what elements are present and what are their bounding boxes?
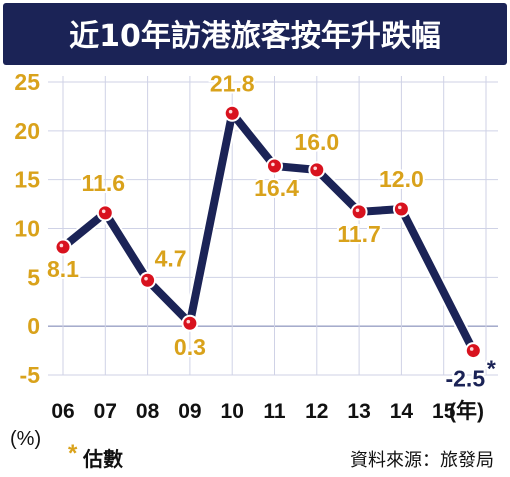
x-tick-label: 10 xyxy=(221,400,244,423)
data-point-highlight xyxy=(271,162,275,167)
data-label: 11.7 xyxy=(337,221,381,247)
y-tick-label: 0 xyxy=(27,313,40,339)
y-axis-ticks: 25 20 15 10 5 0 -5 xyxy=(14,69,40,388)
y-tick-label: 5 xyxy=(27,264,40,290)
x-tick-label: 11 xyxy=(263,400,286,423)
data-labels: 8.1 11.6 4.7 0.3 21.8 16.4 16.0 11.7 12.0 -2.5 * xyxy=(45,68,498,393)
data-point-highlight xyxy=(228,109,233,114)
data-point-highlight xyxy=(469,347,474,351)
data-point xyxy=(225,106,239,120)
data-point xyxy=(310,163,324,177)
data-point-highlight xyxy=(186,319,191,324)
x-tick-label: 09 xyxy=(178,400,201,423)
data-point xyxy=(394,202,408,216)
data-label-estimate-star: * xyxy=(487,356,496,382)
x-tick-label: 07 xyxy=(94,400,117,423)
data-point-highlight xyxy=(101,209,106,214)
data-label: 0.3 xyxy=(174,334,206,360)
series-line xyxy=(57,107,480,357)
y-tick-label: 10 xyxy=(14,216,40,242)
data-point-highlight xyxy=(398,205,402,210)
chart-title: 近10年訪港旅客按年升跌幅 xyxy=(69,19,441,54)
data-point xyxy=(56,240,70,254)
x-tick-label: 13 xyxy=(347,400,370,423)
data-label: 16.0 xyxy=(294,129,339,155)
data-point xyxy=(352,205,366,219)
y-tick-label: 15 xyxy=(14,167,40,193)
estimate-star: * xyxy=(68,440,78,467)
y-tick-label: -5 xyxy=(20,362,41,388)
x-tick-label: 08 xyxy=(136,400,160,423)
data-point-highlight xyxy=(144,276,148,281)
title-banner xyxy=(3,3,507,65)
data-markers xyxy=(54,104,482,360)
data-label: 8.1 xyxy=(47,256,79,282)
data-label: 4.7 xyxy=(155,245,187,271)
data-point xyxy=(268,159,281,173)
series-line-path xyxy=(59,109,478,355)
data-label: 12.0 xyxy=(379,166,424,192)
data-label: 16.4 xyxy=(254,175,299,201)
data-point xyxy=(183,316,197,330)
x-axis-ticks: 06 07 08 09 10 11 12 13 14 15 xyxy=(51,400,455,423)
data-point-highlight xyxy=(59,243,64,248)
data-point xyxy=(98,206,112,220)
data-point xyxy=(466,344,480,358)
y-unit-label: (%) xyxy=(10,428,41,450)
source-note: 資料來源：旅發局 xyxy=(350,450,494,471)
y-tick-label: 20 xyxy=(14,118,40,144)
data-label: -2.5 xyxy=(445,366,485,392)
y-tick-label: 25 xyxy=(14,69,40,95)
data-point-highlight xyxy=(313,166,318,171)
x-tick-label: 14 xyxy=(390,400,414,423)
x-tick-label: 06 xyxy=(51,400,74,423)
x-tick-label: 12 xyxy=(305,400,328,423)
data-point xyxy=(141,273,155,287)
data-label: 11.6 xyxy=(82,170,126,196)
x-axis-suffix: (年) xyxy=(449,399,484,423)
x-tick-label: 15 xyxy=(432,400,456,423)
data-point-highlight xyxy=(355,208,360,213)
data-label: 21.8 xyxy=(210,70,255,96)
estimate-note: 估數 xyxy=(82,447,123,471)
